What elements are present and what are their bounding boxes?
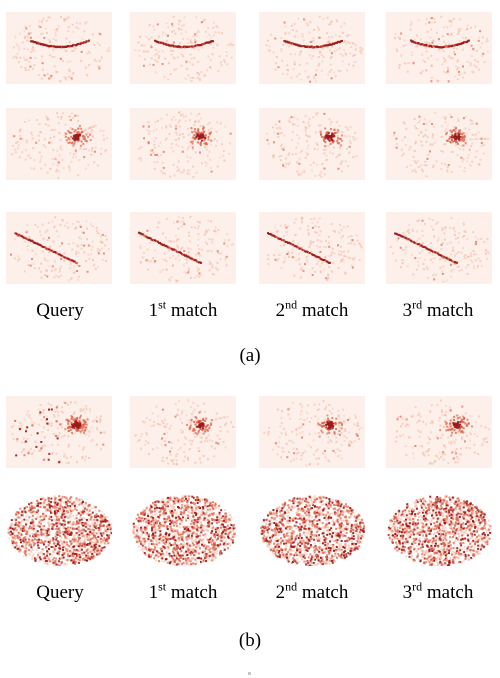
panel-b-row2-match2-image bbox=[259, 494, 365, 566]
panel-a-caption: (a) bbox=[239, 345, 261, 366]
panel-b-label-match3: 3rd match bbox=[402, 579, 474, 603]
panel-a-label-query: Query bbox=[36, 300, 84, 321]
panel-a-row1-match3-image bbox=[386, 12, 492, 84]
page-artifact-mark bbox=[248, 672, 251, 675]
panel-a-row3-match3-image bbox=[386, 212, 492, 284]
panel-a-label-match3: 3rd match bbox=[402, 297, 474, 321]
panel-b-label-query: Query bbox=[36, 582, 84, 603]
panel-a-label-match2: 2nd match bbox=[275, 297, 349, 321]
panel-a-row1-match1-image bbox=[130, 12, 236, 84]
panel-a-row2-query-image bbox=[6, 108, 112, 180]
panel-b-row1-match3-image bbox=[386, 396, 492, 468]
panel-b-label-match1: 1st match bbox=[148, 579, 218, 603]
panel-a-row2-match1-image bbox=[130, 108, 236, 180]
panel-a-row2-match3-image bbox=[386, 108, 492, 180]
panel-a-row1-query-image bbox=[6, 12, 112, 84]
panel-a-row2-match2-image bbox=[259, 108, 365, 180]
panel-b-caption: (b) bbox=[238, 630, 262, 651]
panel-a-label-match1: 1st match bbox=[148, 297, 218, 321]
panel-b-row1-match1-image bbox=[130, 396, 236, 468]
panel-b-label-match2: 2nd match bbox=[275, 579, 349, 603]
panel-b-row1-query-image bbox=[6, 396, 112, 468]
panel-a-row3-match1-image bbox=[130, 212, 236, 284]
panel-b-row1-match2-image bbox=[259, 396, 365, 468]
panel-b-row2-query-image bbox=[6, 494, 112, 566]
panel-a-row3-query-image bbox=[6, 212, 112, 284]
panel-b-row2-match1-image bbox=[130, 494, 236, 566]
panel-a-row1-match2-image bbox=[259, 12, 365, 84]
panel-b-row2-match3-image bbox=[386, 494, 492, 566]
panel-a-row3-match2-image bbox=[259, 212, 365, 284]
